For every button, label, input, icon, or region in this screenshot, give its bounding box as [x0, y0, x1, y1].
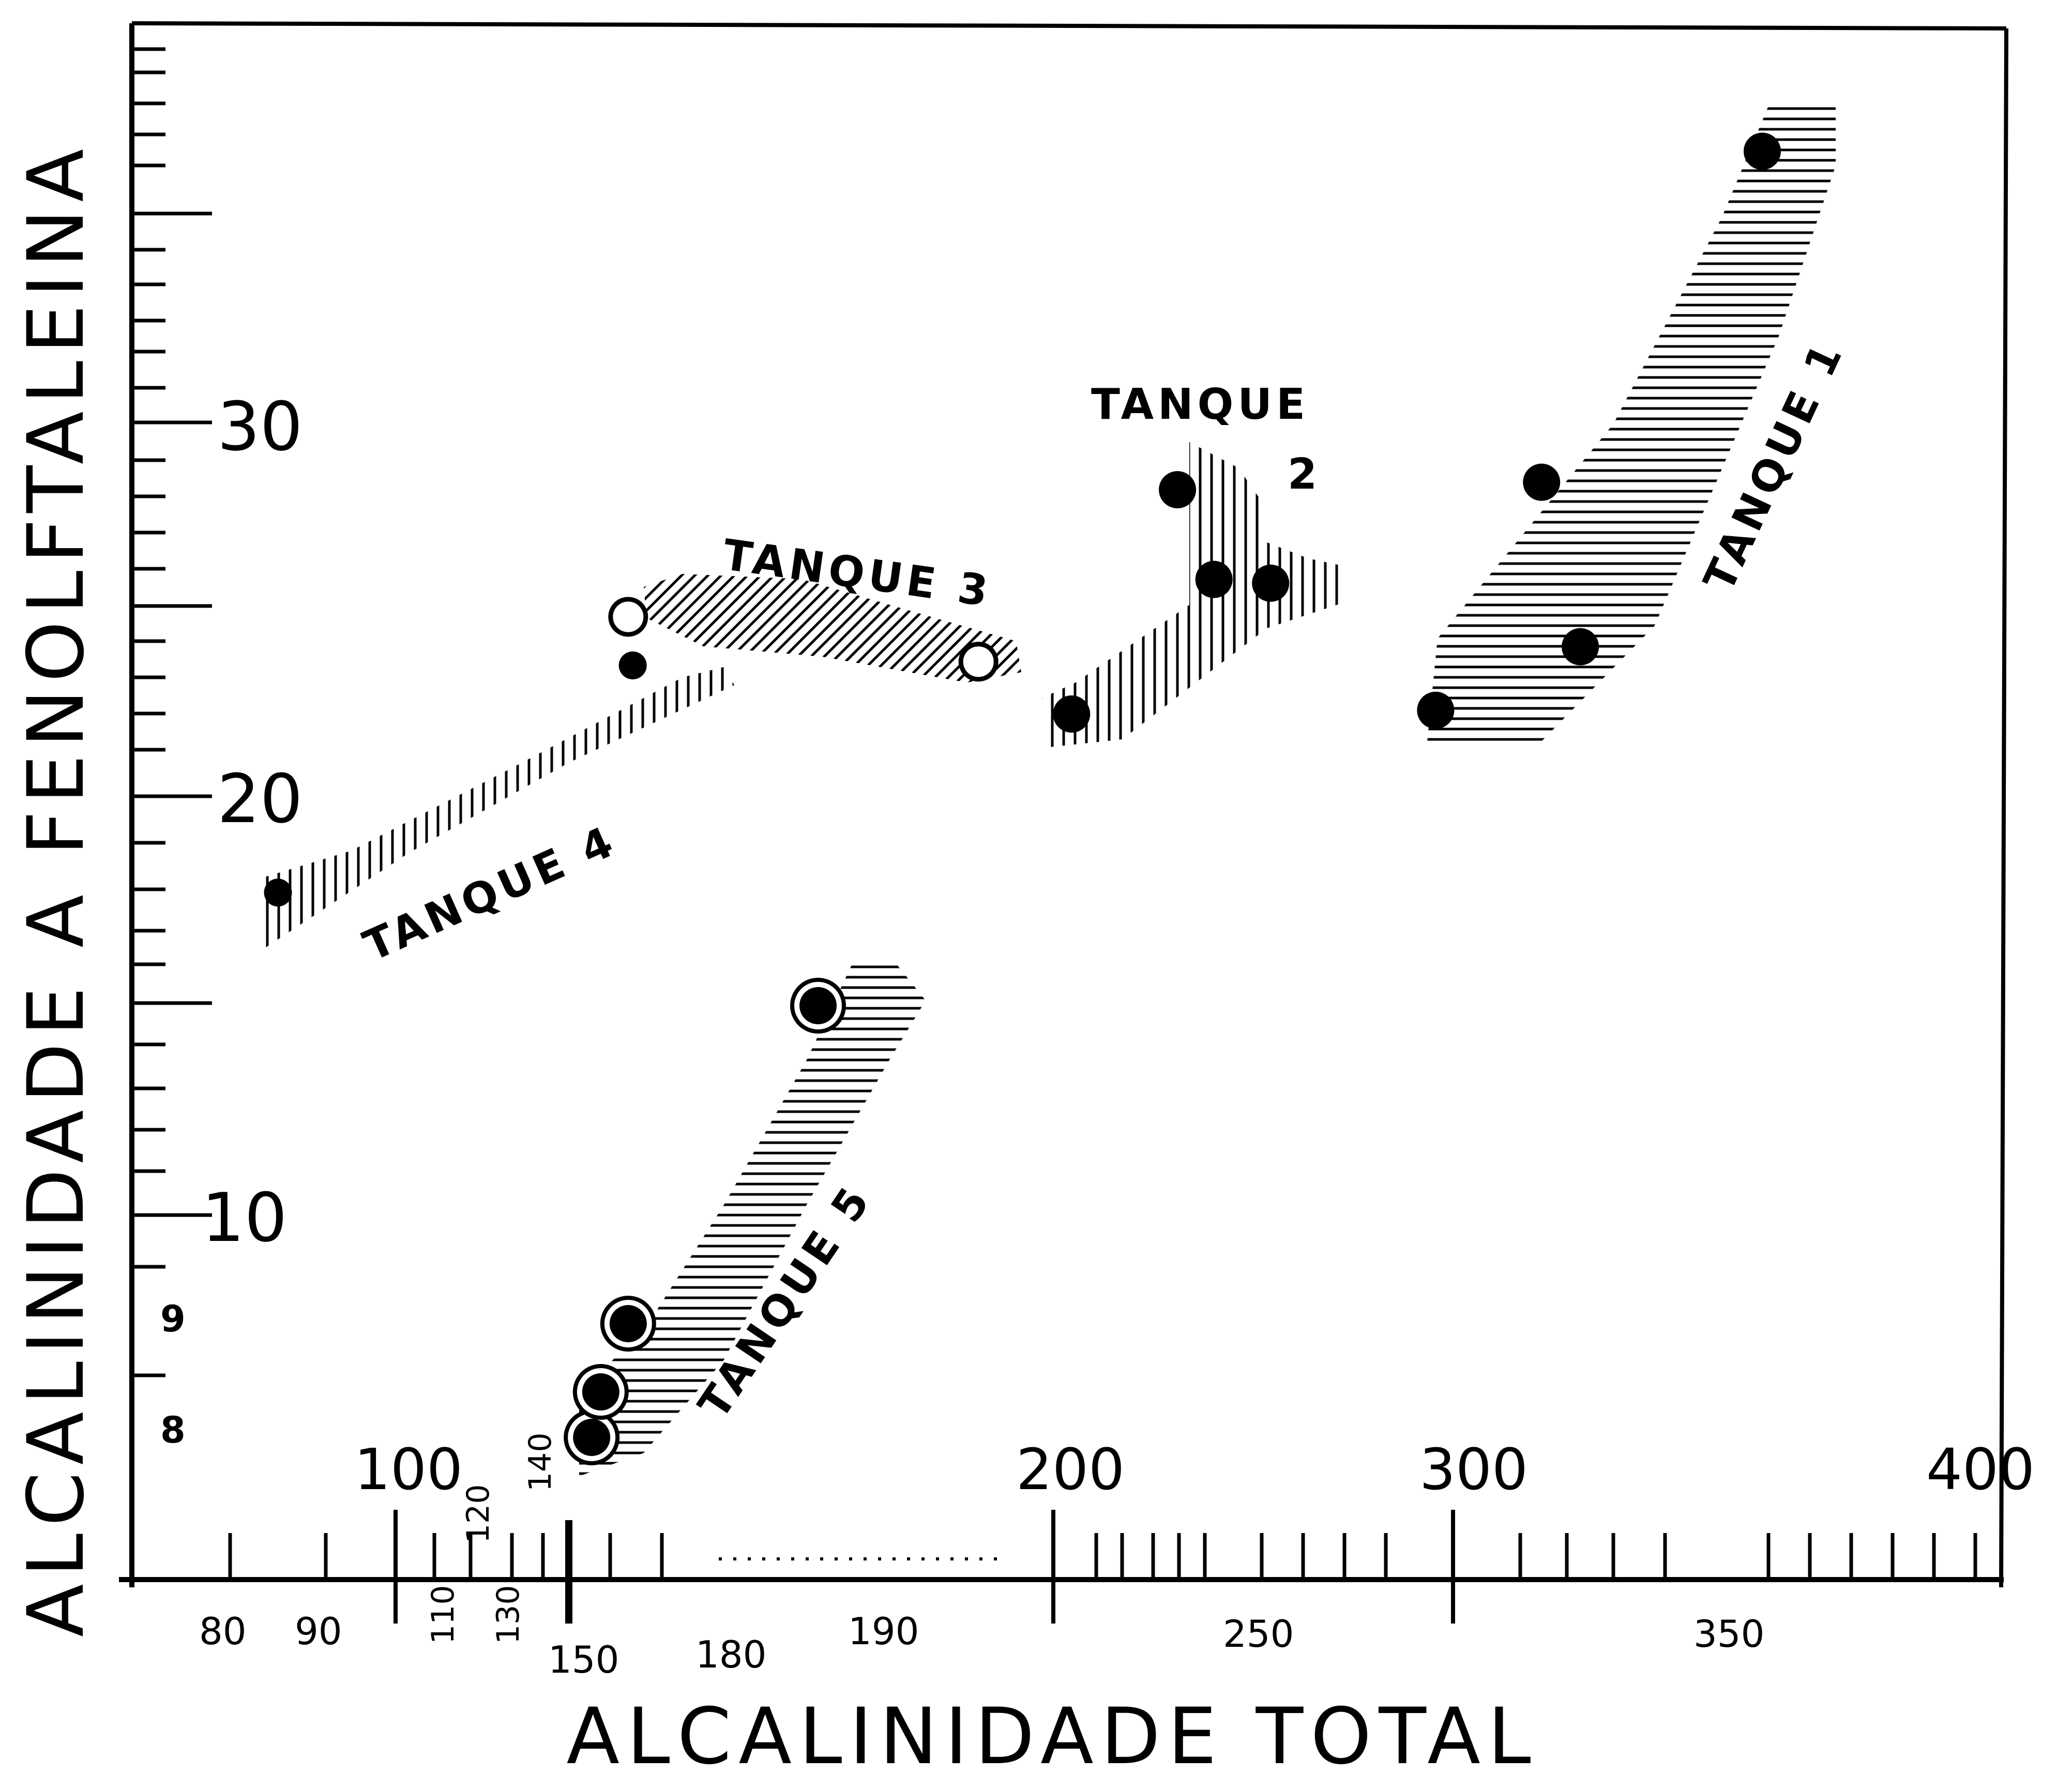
data-point	[1159, 471, 1197, 509]
x-tick-label: 190	[848, 1610, 919, 1653]
data-point	[1195, 560, 1233, 598]
x-tick-label: 400	[1926, 1436, 2035, 1503]
x-tick-label: 300	[1419, 1436, 1528, 1503]
x-tick-label: 150	[548, 1638, 619, 1681]
x-tick-label: 120	[460, 1484, 496, 1543]
x-tick-label: 350	[1693, 1612, 1764, 1656]
y-tick-label: 20	[217, 760, 303, 838]
data-point	[1744, 132, 1781, 170]
x-tick-label: 80	[199, 1610, 247, 1653]
data-point	[1562, 628, 1599, 665]
y-axis-major-ticks	[132, 211, 212, 1217]
data-point	[609, 1305, 647, 1342]
y-axis-minor-ticks	[132, 47, 165, 1377]
data-point	[582, 1373, 619, 1411]
x-axis-ticks	[228, 1533, 1977, 1580]
tanque-2-label-line-1: TANQUE	[1091, 380, 1309, 429]
hatched-regions	[259, 103, 1836, 1476]
y-tick-label: 9	[160, 1298, 186, 1340]
x-tick-label: 200	[1016, 1436, 1125, 1503]
data-point	[1523, 463, 1561, 501]
tanque-4-region	[259, 667, 734, 949]
y-tick-label: 10	[202, 1178, 287, 1257]
tanque-3-region	[644, 574, 1021, 683]
x-axis-title: ALCALINIDADE TOTAL	[566, 1692, 1538, 1774]
data-point	[618, 651, 647, 679]
data-point	[1252, 564, 1290, 602]
data-point	[958, 642, 999, 682]
x-tick-label: 180	[695, 1633, 766, 1676]
data-point	[799, 987, 837, 1024]
data-point	[573, 1419, 611, 1456]
x-tick-label: 90	[295, 1610, 342, 1653]
x-tick-label: 130	[490, 1585, 526, 1644]
tanque-5-region	[579, 962, 926, 1476]
x-tick-label: 100	[354, 1436, 463, 1503]
x-tick-label: 250	[1223, 1612, 1294, 1656]
y-axis-title: ALCALINIDADE A FENOLFTALEINA	[11, 142, 101, 1637]
x-axis-major-ticks	[394, 1510, 1455, 1624]
data-points	[264, 132, 1781, 1465]
data-point	[608, 597, 648, 637]
y-tick-label: 30	[217, 387, 303, 466]
data-point	[1417, 691, 1455, 729]
x-tick-label: 140	[522, 1432, 558, 1492]
y-tick-label: 8	[160, 1409, 186, 1451]
tanque-1-region	[1427, 103, 1836, 742]
data-point	[1053, 695, 1091, 733]
tanque-2-label-line-2: 2	[1288, 450, 1321, 499]
data-point	[264, 878, 292, 907]
tanque-2-region	[1042, 442, 1344, 747]
x-tick-label: 110	[425, 1585, 461, 1644]
